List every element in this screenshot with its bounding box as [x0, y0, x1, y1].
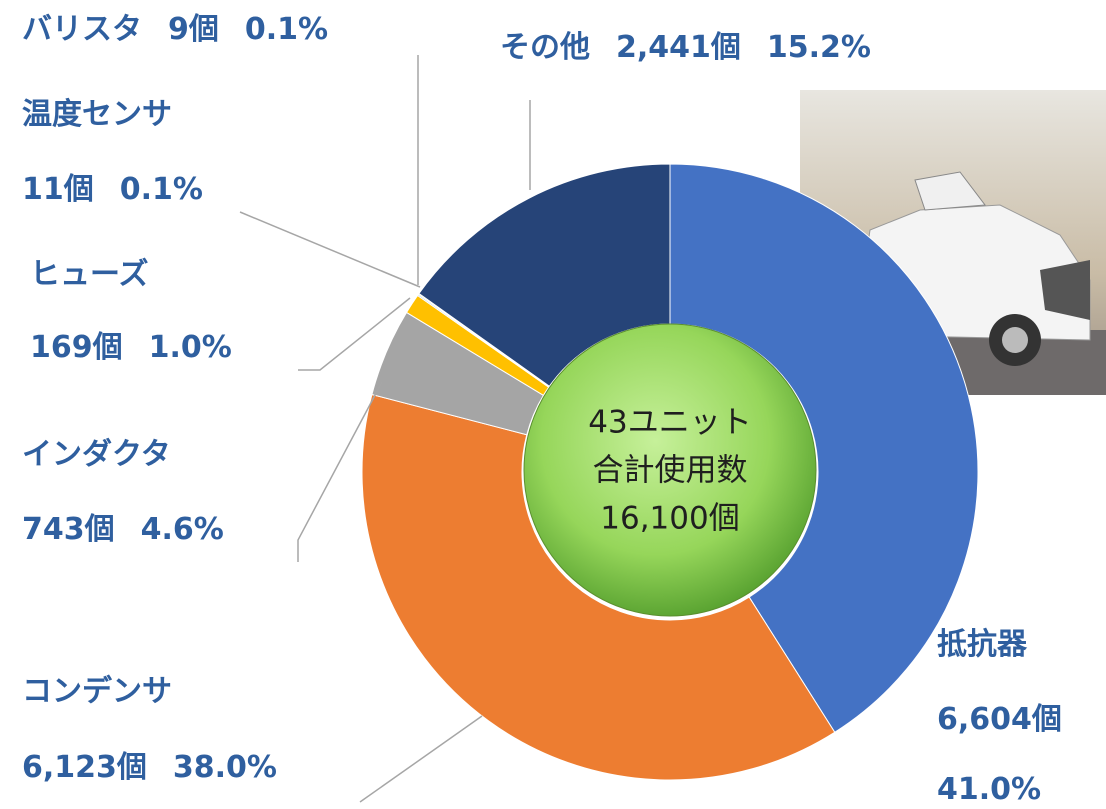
- percent-label: 0.1%: [245, 12, 328, 47]
- leader-line: [360, 716, 482, 802]
- category-label: コンデンサ: [22, 674, 172, 709]
- percent-label: 1.0%: [149, 330, 232, 365]
- data-label: インダクタ: [22, 437, 171, 472]
- count-label: 169個: [30, 330, 123, 365]
- data-label: 6,604個: [937, 702, 1062, 737]
- count-label: 743個: [22, 512, 115, 547]
- category-label: 温度センサ: [22, 97, 172, 132]
- data-label: 6,123個 38.0%: [22, 750, 277, 785]
- count-label: 9個: [168, 12, 219, 47]
- count-label: 6,604個: [937, 702, 1062, 737]
- percent-label: 15.2%: [767, 30, 871, 65]
- data-label: コンデンサ: [22, 674, 172, 709]
- count-label: 11個: [22, 172, 94, 207]
- category-label: インダクタ: [22, 437, 171, 472]
- data-label: その他 2,441個 15.2%: [500, 30, 871, 65]
- center-label: 合計使用数: [593, 453, 748, 489]
- data-label: ヒューズ: [30, 257, 149, 292]
- chart: 43ユニット 合計使用数 16,100個 抵抗器 6,604個 41.0% コンデンサ…: [0, 0, 1106, 809]
- center-label: 16,100個: [600, 501, 739, 537]
- data-label: 169個 1.0%: [30, 330, 232, 365]
- data-label: 11個 0.1%: [22, 172, 203, 207]
- category-label: バリスタ: [22, 12, 142, 47]
- center-label: 43ユニット: [588, 405, 751, 441]
- data-label: 抵抗器: [937, 627, 1028, 662]
- percent-label: 41.0%: [937, 772, 1041, 807]
- category-label: ヒューズ: [30, 257, 149, 292]
- percent-label: 4.6%: [141, 512, 224, 547]
- data-label: バリスタ 9個 0.1%: [22, 12, 328, 47]
- data-label: 743個 4.6%: [22, 512, 224, 547]
- percent-label: 0.1%: [120, 172, 203, 207]
- count-label: 2,441個: [616, 30, 741, 65]
- category-label: その他: [500, 30, 590, 65]
- data-label: 温度センサ: [22, 97, 172, 132]
- data-label: 41.0%: [937, 772, 1041, 807]
- count-label: 6,123個: [22, 750, 147, 785]
- category-label: 抵抗器: [937, 627, 1028, 662]
- leader-line: [240, 212, 420, 287]
- percent-label: 38.0%: [173, 750, 277, 785]
